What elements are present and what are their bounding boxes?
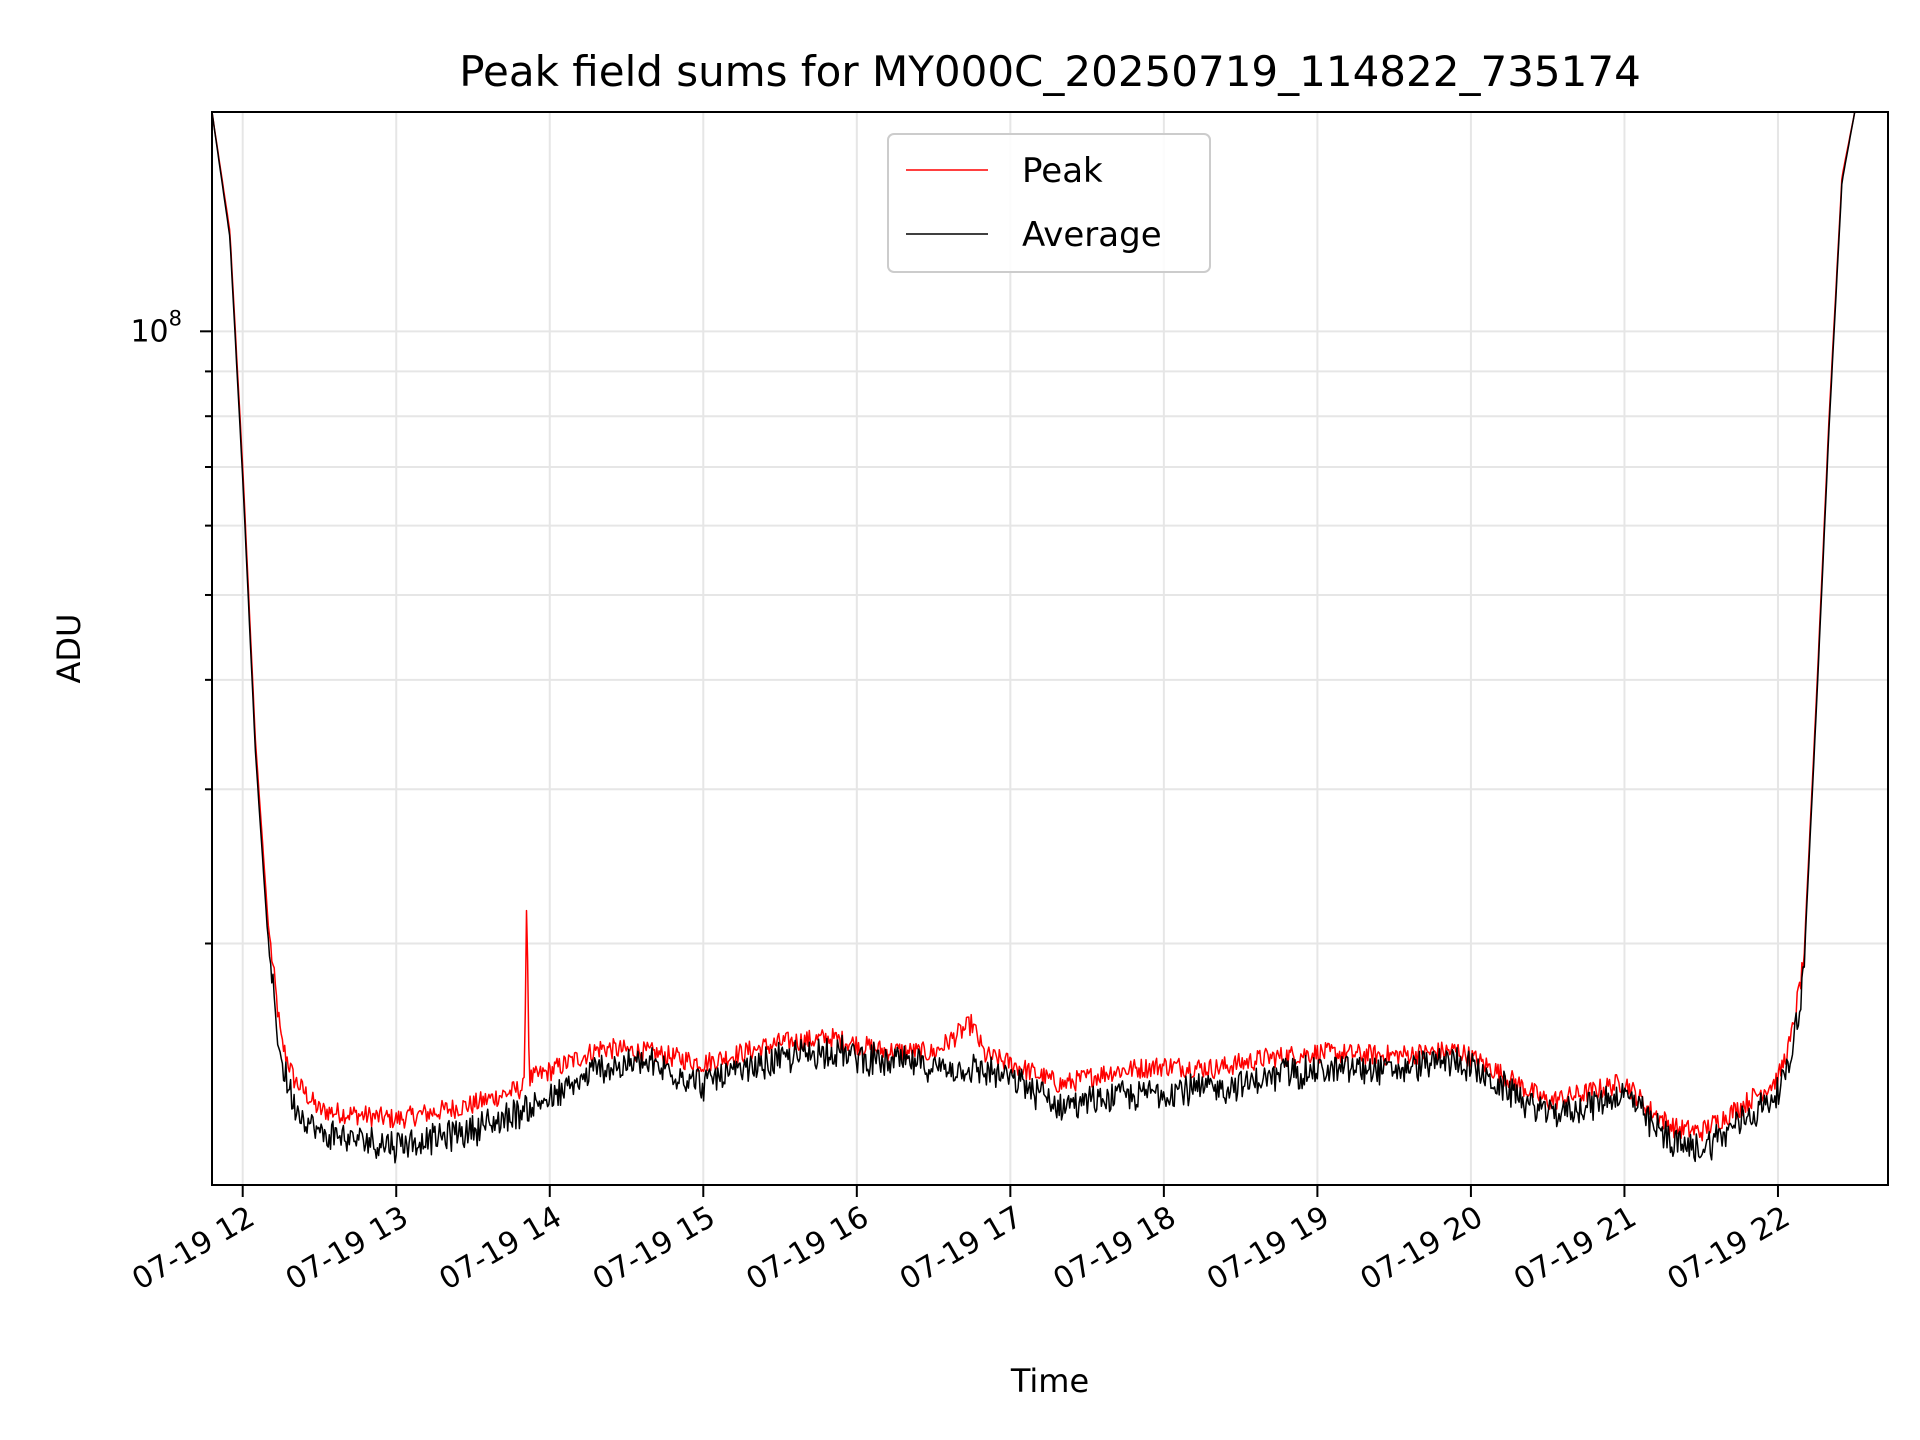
series-line-average [211, 111, 1856, 1164]
legend-label-peak: Peak [1022, 151, 1103, 191]
y-tick-label: 108 [130, 306, 182, 349]
legend: Peak Average [887, 133, 1211, 273]
y-tick-label-exponent: 8 [169, 306, 182, 330]
y-tick-label-base: 10 [130, 314, 168, 349]
legend-label-average: Average [1022, 215, 1162, 255]
legend-box [887, 133, 1211, 273]
x-axis-title: Time [1010, 1362, 1089, 1400]
grid [212, 112, 1888, 1185]
y-axis-title: ADU [50, 614, 88, 684]
chart-title: Peak field sums for MY000C_20250719_1148… [459, 47, 1641, 96]
series-lines [211, 111, 1856, 1164]
plot-frame [211, 111, 1889, 1186]
